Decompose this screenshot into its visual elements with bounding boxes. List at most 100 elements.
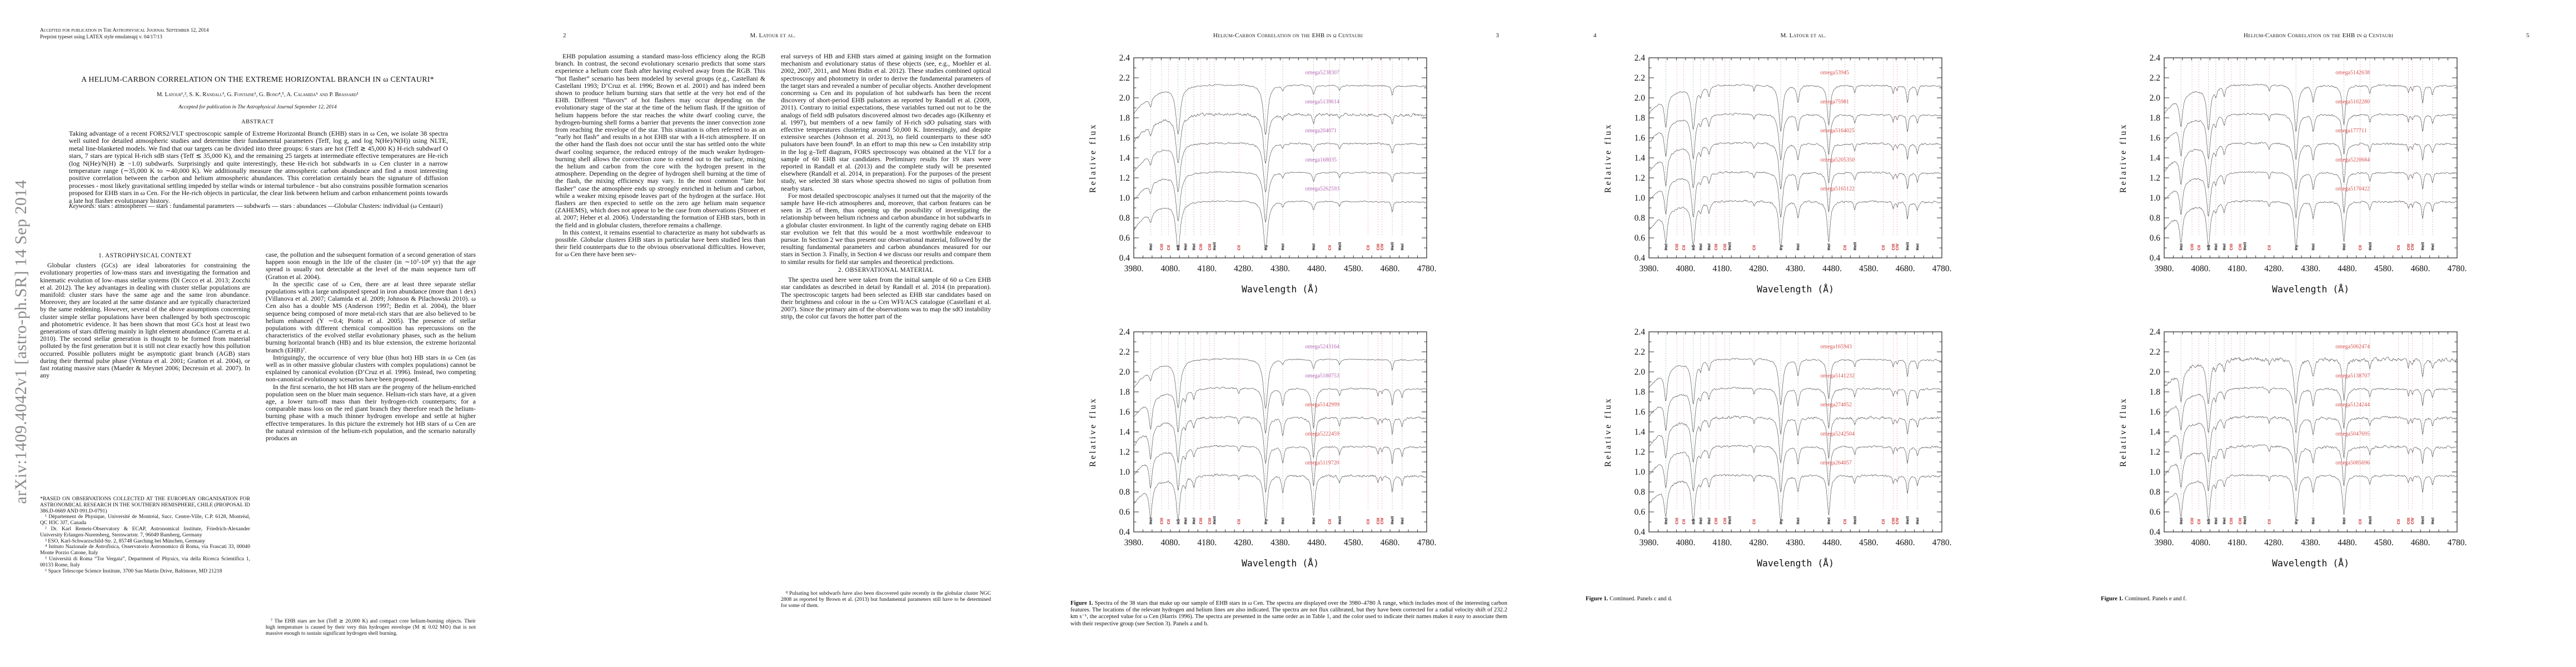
page2-footnote-8: ⁸ Pulsating hot subdwarfs have also been…: [781, 590, 991, 609]
svg-text:1.4: 1.4: [1635, 153, 1646, 163]
svg-text:HeI: HeI: [1149, 517, 1153, 524]
svg-text:4580.: 4580.: [1859, 264, 1879, 273]
svg-text:omega5142999: omega5142999: [1305, 402, 1339, 408]
svg-text:2.4: 2.4: [1119, 53, 1130, 63]
svg-text:1.2: 1.2: [1119, 173, 1130, 183]
page2-right-column: eral surveys of HB and EHB stars aimed a…: [781, 52, 991, 320]
svg-text:1.6: 1.6: [1119, 407, 1130, 417]
svg-text:HeII: HeII: [1391, 516, 1395, 525]
svg-text:2.4: 2.4: [1119, 327, 1130, 337]
svg-text:HeI: HeI: [1401, 517, 1405, 524]
svg-text:2.0: 2.0: [2150, 367, 2161, 377]
svg-text:4280.: 4280.: [1234, 538, 1253, 547]
svg-text:Hγ: Hγ: [1779, 519, 1783, 525]
svg-text:CII: CII: [1167, 245, 1171, 251]
svg-text:HeI: HeI: [2431, 517, 2435, 524]
svg-text:omega5102280: omega5102280: [2335, 99, 2370, 105]
paragraph: *Based on observations collected at the …: [40, 496, 250, 514]
svg-text:4580.: 4580.: [2374, 538, 2394, 547]
svg-text:CII: CII: [1237, 245, 1242, 251]
accepted-italic-line: Accepted for publication in The Astrophy…: [178, 104, 337, 110]
svg-text:Relative flux: Relative flux: [2119, 397, 2128, 467]
section-1-heading: 1. ASTROPHYSICAL CONTEXT: [98, 252, 192, 259]
svg-text:omega5139614: omega5139614: [1305, 99, 1339, 105]
svg-text:1.6: 1.6: [1119, 133, 1130, 143]
svg-text:4380.: 4380.: [1786, 264, 1805, 273]
svg-text:Hγ: Hγ: [2294, 245, 2299, 251]
svg-text:2.0: 2.0: [1635, 93, 1646, 103]
svg-text:CIV: CIV: [2410, 243, 2415, 250]
svg-text:HeI: HeI: [1312, 517, 1316, 524]
paragraph: ⁵ Università di Roma “Tor Vergata”, Depa…: [40, 555, 250, 568]
svg-text:HeII: HeII: [1213, 242, 1217, 251]
svg-text:CIV: CIV: [1895, 517, 1900, 524]
svg-text:omega165943: omega165943: [1820, 344, 1852, 350]
spectra-plot-panel-a: HeI CIII CII Hδ HeI HeI CIII CIII HeII CII Hγ HeI He…: [1081, 51, 1437, 308]
svg-text:4180.: 4180.: [2228, 264, 2247, 273]
svg-text:CII: CII: [2268, 519, 2272, 525]
paper-title: A HELIUM-CARBON CORRELATION ON THE EXTRE…: [81, 76, 434, 84]
svg-text:1.2: 1.2: [2150, 447, 2160, 457]
svg-text:HeII: HeII: [1728, 242, 1732, 251]
svg-text:HeI: HeI: [1707, 517, 1712, 524]
svg-text:HeI: HeI: [1281, 517, 1285, 524]
svg-text:4480.: 4480.: [1822, 264, 1842, 273]
paragraph: ³ ESO, Karl-Schwarzschild-Str. 2, 85748 …: [45, 537, 205, 544]
svg-text:omega5164025: omega5164025: [1820, 128, 1855, 134]
accepted-line: Accepted for publication in The Astrophy…: [40, 28, 209, 33]
svg-text:1.4: 1.4: [1119, 427, 1130, 437]
svg-text:CII: CII: [1366, 519, 1371, 525]
svg-text:HeI: HeI: [1312, 243, 1316, 250]
svg-text:4480.: 4480.: [1822, 538, 1842, 547]
page-number: 5: [2526, 32, 2530, 39]
svg-text:CIII: CIII: [1675, 517, 1680, 524]
svg-text:omega5220684: omega5220684: [2335, 157, 2370, 163]
paragraph: case, the pollution and the subsequent f…: [266, 251, 476, 281]
svg-text:4280.: 4280.: [1749, 538, 1768, 547]
svg-text:HeI: HeI: [2431, 243, 2435, 250]
svg-text:HeII: HeII: [2243, 242, 2248, 251]
svg-text:omega5205350: omega5205350: [1820, 157, 1855, 163]
svg-text:HeI: HeI: [1796, 517, 1801, 524]
keywords-line: Keywords: stars : atmospheres — stars : …: [69, 203, 448, 210]
svg-text:4280.: 4280.: [1234, 264, 1253, 273]
svg-text:4280.: 4280.: [2264, 538, 2284, 547]
svg-text:4280.: 4280.: [1749, 264, 1768, 273]
svg-text:0.6: 0.6: [2150, 507, 2161, 517]
svg-text:2.4: 2.4: [2150, 327, 2161, 337]
page1-right-column: case, the pollution and the subsequent f…: [266, 251, 476, 442]
page-number: 4: [1593, 32, 1597, 39]
svg-text:0.6: 0.6: [1119, 233, 1130, 243]
svg-text:CIV: CIV: [2410, 517, 2415, 524]
svg-text:HeII: HeII: [2243, 516, 2248, 525]
svg-text:HeII: HeII: [1906, 242, 1910, 251]
svg-text:0.4: 0.4: [1119, 253, 1130, 263]
svg-text:omega168035: omega168035: [1305, 157, 1337, 163]
svg-text:HeI: HeI: [2223, 517, 2227, 524]
svg-text:CII: CII: [1881, 519, 1886, 525]
svg-text:HeI: HeI: [1192, 517, 1197, 524]
running-head: 4 M. Latour et al.: [1546, 32, 2061, 41]
svg-text:HeI: HeI: [1664, 517, 1668, 524]
svg-text:1.0: 1.0: [1119, 467, 1130, 477]
svg-text:CIV: CIV: [1380, 243, 1384, 250]
svg-text:CIII: CIII: [1891, 517, 1896, 524]
svg-text:1.8: 1.8: [1119, 113, 1130, 123]
paragraph: In the first scenario, the hot HB stars …: [266, 382, 476, 442]
svg-text:CII: CII: [1328, 519, 1332, 525]
svg-text:Wavelength (Å): Wavelength (Å): [2272, 558, 2349, 569]
svg-text:1.8: 1.8: [1635, 113, 1646, 123]
svg-text:1.0: 1.0: [2150, 193, 2161, 203]
svg-text:HeI: HeI: [1916, 243, 1920, 250]
paragraph: For most detailed spectroscopic analyses…: [781, 191, 991, 266]
svg-text:omega274052: omega274052: [1820, 402, 1852, 408]
svg-text:4180.: 4180.: [2228, 538, 2247, 547]
svg-text:HeI: HeI: [1699, 517, 1703, 524]
svg-text:Hδ: Hδ: [2206, 245, 2211, 251]
page1-footnotes: *Based on observations collected at the …: [40, 496, 250, 574]
paragraph: ² Dr. Karl Remeis-Observatory & ECAP, As…: [40, 525, 250, 538]
svg-text:CII: CII: [1237, 519, 1242, 525]
keywords-text: stars : atmospheres — stars : fundamenta…: [98, 203, 443, 210]
running-head-title: Helium-Carbon Correlation on the EHB in …: [1213, 32, 1363, 39]
svg-text:1.8: 1.8: [1119, 387, 1130, 397]
